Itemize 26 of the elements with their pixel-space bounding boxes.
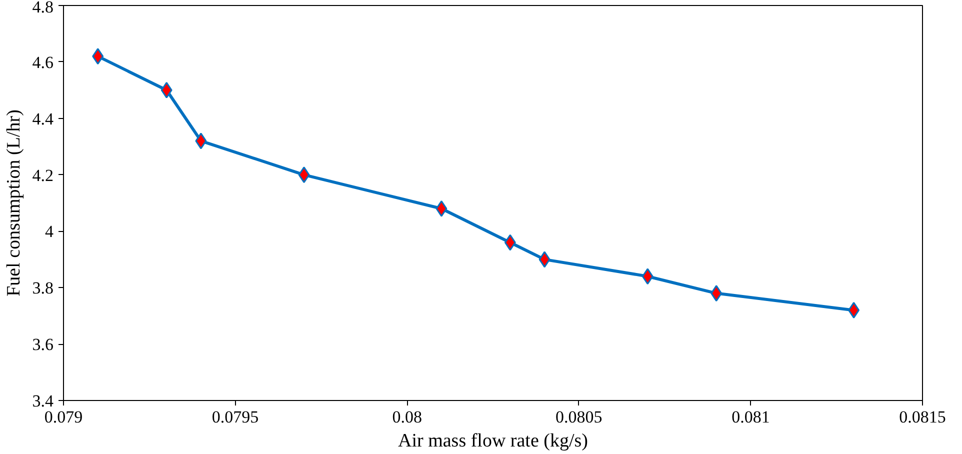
x-tick-label: 0.081 (732, 408, 770, 426)
y-tick-label: 4.4 (32, 109, 54, 128)
y-tick-label: 4.8 (32, 0, 54, 16)
x-axis-title: Air mass flow rate (kg/s) (398, 430, 588, 452)
y-tick-label: 4.6 (32, 52, 54, 72)
x-tick-label: 0.079 (44, 408, 83, 426)
point (436, 200, 448, 217)
point (195, 132, 207, 150)
y-tick-label: 3.6 (32, 335, 54, 354)
x-tick-label: 0.0795 (212, 408, 259, 426)
point (160, 82, 172, 98)
x-tick-label: 0.08 (392, 408, 422, 426)
y-axis-title: Fuel consumption (L/hr) (3, 110, 24, 296)
point (710, 285, 722, 302)
x-tick-label: 0.0805 (556, 408, 602, 426)
point (538, 251, 550, 268)
y-tick-label: 3.8 (32, 278, 54, 298)
point (848, 302, 860, 318)
y-tick-label: 3.4 (32, 392, 54, 410)
point (92, 48, 104, 65)
point (642, 268, 654, 285)
y-tick-label: 4.2 (32, 166, 54, 185)
point (504, 234, 516, 251)
x-tick-label: 0.0815 (899, 408, 946, 426)
y-tick-label: 4 (45, 222, 54, 242)
point (298, 166, 310, 184)
